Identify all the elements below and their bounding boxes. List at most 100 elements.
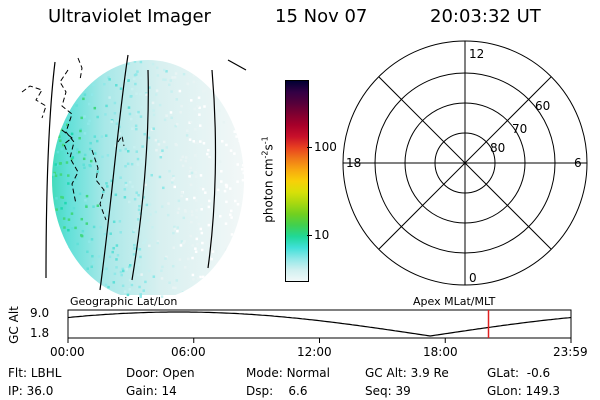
speckle-pixel — [88, 119, 91, 123]
speckle-pixel — [190, 210, 194, 213]
speckle-pixel — [229, 213, 232, 217]
speckle-pixel — [115, 122, 119, 125]
speckle-pixel — [201, 126, 204, 130]
speckle-pixel — [238, 233, 242, 237]
speckle-pixel — [59, 173, 63, 176]
speckle-pixel — [230, 216, 233, 219]
speckle-pixel — [128, 278, 132, 282]
footer-gc-alt: GC Alt: 3.9 Re — [365, 366, 449, 380]
speckle-pixel — [32, 201, 35, 204]
speckle-pixel — [241, 178, 244, 182]
speckle-pixel — [245, 110, 248, 113]
speckle-pixel — [84, 199, 87, 202]
speckle-pixel — [85, 222, 89, 225]
footer-glon: GLon: 149.3 — [487, 384, 560, 398]
meridian-line — [131, 69, 149, 281]
speckle-pixel — [66, 65, 69, 68]
speckle-pixel — [168, 281, 171, 285]
speckle-pixel — [135, 247, 138, 250]
speckle-pixel — [133, 197, 137, 201]
speckle-pixel — [60, 93, 64, 96]
speckle-pixel — [76, 242, 79, 246]
speckle-pixel — [85, 205, 88, 208]
speckle-pixel — [134, 73, 138, 76]
speckle-pixel — [149, 213, 152, 216]
speckle-pixel — [169, 79, 173, 82]
speckle-pixel — [195, 216, 198, 219]
speckle-pixel — [176, 211, 180, 214]
speckle-pixel — [167, 83, 171, 87]
speckle-pixel — [172, 231, 175, 235]
speckle-pixel — [203, 89, 206, 92]
speckle-pixel — [157, 143, 161, 146]
speckle-pixel — [222, 120, 226, 124]
speckle-pixel — [220, 170, 223, 173]
speckle-pixel — [226, 277, 229, 281]
speckle-pixel — [62, 263, 66, 267]
speckle-pixel — [96, 115, 99, 119]
speckle-pixel — [82, 163, 85, 166]
speckle-pixel — [185, 198, 189, 201]
speckle-pixel — [190, 220, 193, 224]
speckle-pixel — [173, 185, 176, 189]
speckle-pixel — [31, 291, 34, 294]
speckle-pixel — [127, 79, 130, 82]
speckle-pixel — [88, 240, 91, 243]
speckle-pixel — [65, 161, 69, 164]
speckle-pixel — [155, 66, 159, 70]
speckle-pixel — [182, 241, 185, 245]
speckle-pixel — [156, 241, 159, 245]
speckle-pixel — [91, 254, 94, 258]
speckle-pixel — [53, 224, 57, 227]
speckle-pixel — [138, 204, 141, 208]
speckle-pixel — [229, 69, 232, 73]
timeline-xtick-0: 00:00 — [50, 345, 85, 359]
speckle-pixel — [228, 99, 231, 103]
speckle-pixel — [198, 106, 201, 109]
speckle-pixel — [213, 274, 217, 277]
speckle-pixel — [185, 134, 189, 137]
speckle-pixel — [31, 106, 33, 109]
speckle-pixel — [140, 273, 143, 276]
speckle-pixel — [49, 142, 52, 145]
speckle-pixel — [239, 77, 242, 81]
speckle-pixel — [180, 194, 183, 198]
speckle-pixel — [173, 76, 177, 79]
speckle-pixel — [76, 148, 79, 151]
speckle-pixel — [95, 139, 99, 143]
speckle-pixel — [68, 258, 72, 262]
speckle-pixel — [129, 117, 133, 121]
speckle-pixel — [165, 146, 169, 149]
speckle-pixel — [194, 171, 197, 174]
speckle-pixel — [126, 162, 130, 166]
speckle-pixel — [128, 200, 131, 204]
speckle-pixel — [207, 205, 211, 209]
speckle-pixel — [97, 71, 101, 75]
speckle-pixel — [52, 243, 54, 246]
speckle-pixel — [139, 60, 143, 64]
speckle-pixel — [206, 152, 209, 156]
speckle-pixel — [203, 105, 206, 108]
speckle-pixel — [66, 247, 70, 250]
speckle-pixel — [201, 241, 204, 245]
speckle-pixel — [42, 175, 45, 178]
speckle-pixel — [150, 173, 153, 177]
speckle-pixel — [148, 244, 151, 248]
speckle-pixel — [87, 122, 90, 126]
speckle-pixel — [190, 171, 194, 175]
speckle-pixel — [175, 122, 179, 126]
speckle-pixel — [171, 264, 175, 268]
speckle-pixel — [118, 125, 121, 129]
speckle-pixel — [118, 220, 122, 223]
speckle-pixel — [145, 203, 149, 207]
speckle-pixel — [87, 102, 91, 106]
speckle-pixel — [90, 238, 94, 241]
speckle-pixel — [189, 234, 193, 238]
speckle-pixel — [152, 109, 155, 112]
meridian-line — [45, 61, 56, 279]
speckle-pixel — [179, 63, 183, 66]
speckle-pixel — [112, 246, 115, 250]
speckle-pixel — [67, 265, 71, 268]
speckle-pixel — [242, 129, 244, 133]
speckle-pixel — [106, 185, 109, 188]
